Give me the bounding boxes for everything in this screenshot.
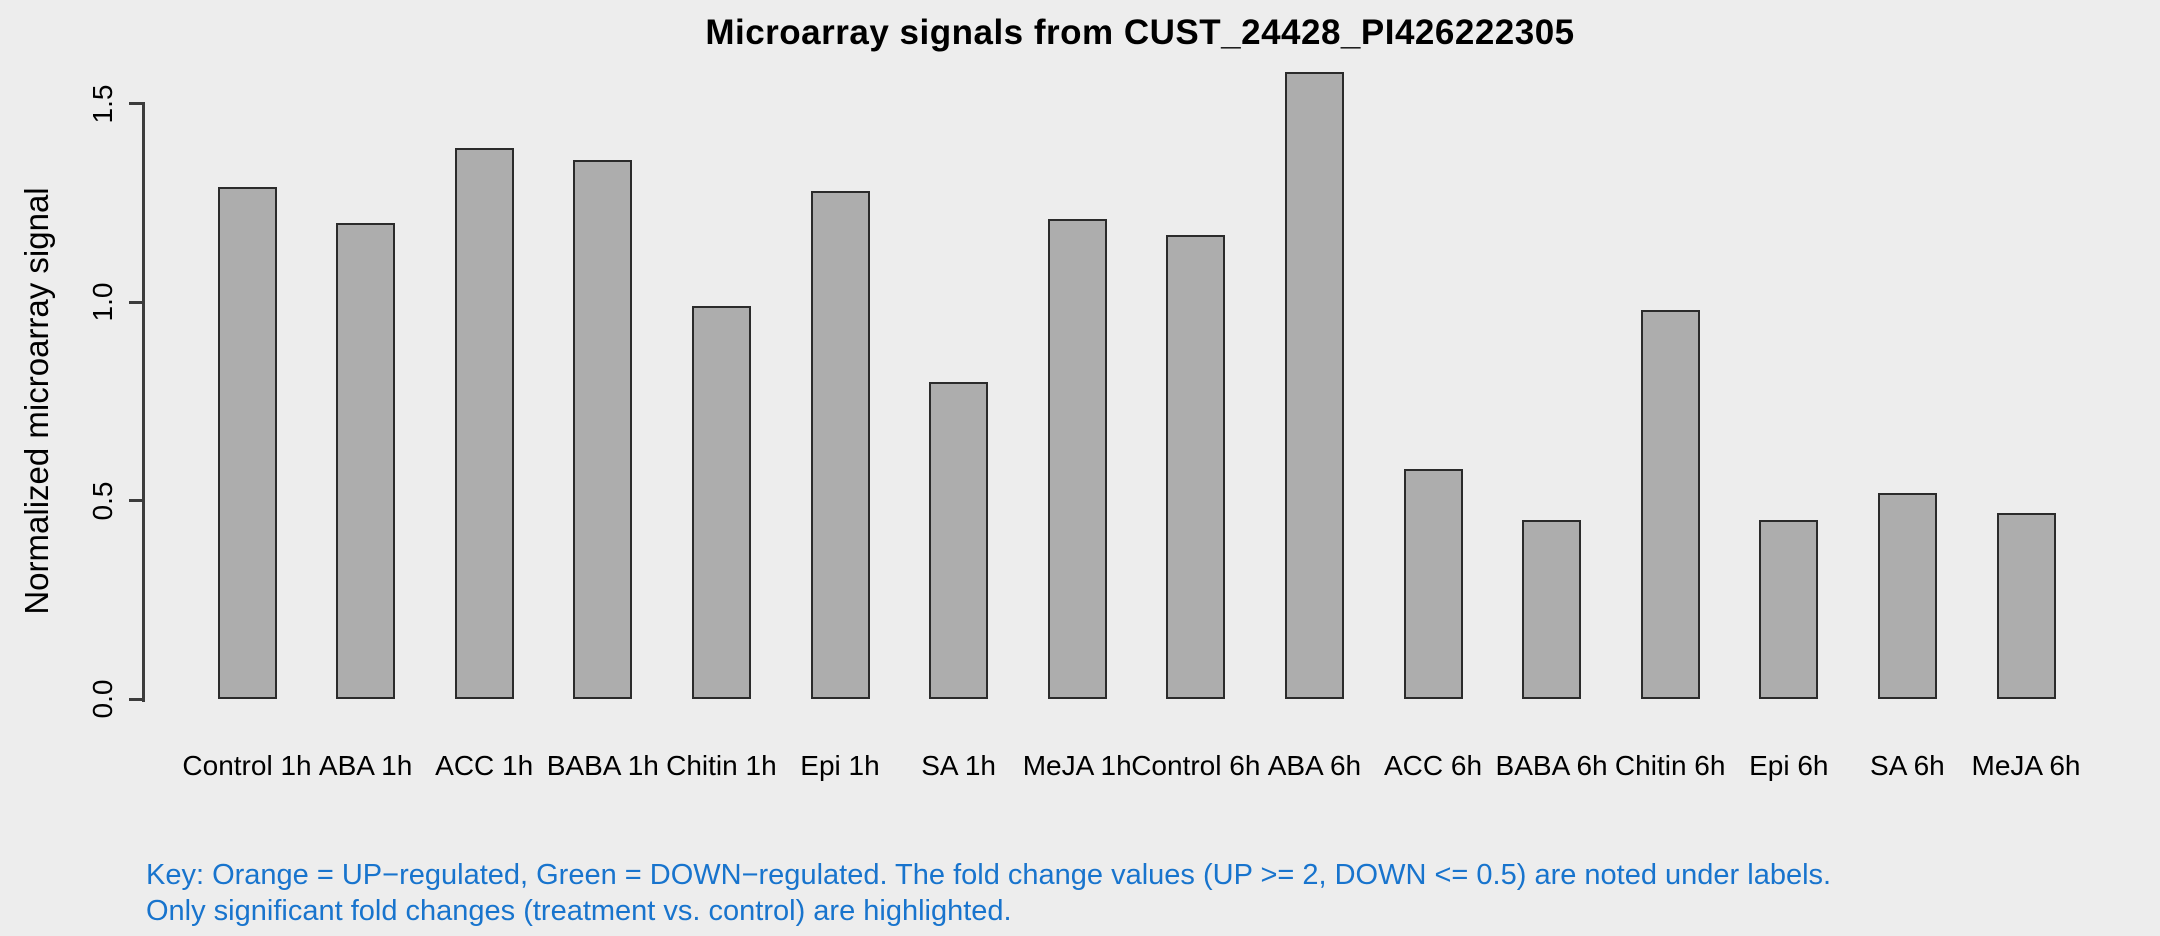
x-axis-label: ABA 1h (318, 750, 413, 781)
bar (1759, 520, 1819, 699)
y-tick-label: 1.5 (87, 84, 118, 124)
y-tick-mark (129, 499, 143, 503)
bar (691, 306, 751, 699)
bar (217, 187, 277, 699)
bar (1877, 492, 1937, 699)
x-axis-label: ACC 6h (1383, 750, 1483, 781)
x-axis-label: BABA 1h (546, 750, 659, 781)
x-axis-label: SA 1h (921, 750, 996, 781)
bar (929, 381, 989, 699)
y-tick-mark (129, 102, 143, 106)
bar (1640, 310, 1700, 699)
x-axis-label: Control 6h (1131, 750, 1261, 781)
bar (336, 222, 396, 699)
bar (1403, 468, 1463, 699)
x-axis-label: ABA 6h (1267, 750, 1362, 781)
y-axis-title: Normalized microarray signal (18, 187, 55, 615)
footer-key-line-1: Key: Orange = UP−regulated, Green = DOWN… (146, 859, 1832, 891)
y-tick-label: 1.0 (87, 282, 118, 322)
bar (1522, 520, 1582, 699)
bar (1996, 512, 2056, 699)
x-axis-label: Control 1h (182, 750, 312, 781)
x-axis-label: Epi 1h (800, 750, 880, 781)
x-axis-label: SA 6h (1870, 750, 1945, 781)
chart-title: Microarray signals from CUST_24428_PI426… (705, 13, 1575, 52)
bar (1284, 72, 1344, 699)
x-axis-label: MeJA 1h (1022, 750, 1132, 781)
y-axis-line (142, 102, 145, 702)
bar (1166, 234, 1226, 699)
x-axis-label: ACC 1h (435, 750, 534, 781)
bar (810, 191, 870, 699)
bar (573, 159, 633, 699)
x-axis-label: MeJA 6h (1971, 750, 2081, 781)
bar (1047, 219, 1107, 699)
x-axis-label: Epi 6h (1749, 750, 1829, 781)
y-tick-label: 0.5 (87, 481, 118, 521)
bar (454, 147, 514, 699)
y-tick-mark (129, 300, 143, 304)
x-axis-label: BABA 6h (1495, 750, 1608, 781)
y-tick-mark (129, 697, 143, 701)
x-axis-label: Chitin 1h (666, 750, 777, 781)
footer-key-line-2: Only significant fold changes (treatment… (146, 895, 1012, 927)
y-tick-label: 0.0 (87, 679, 118, 719)
x-axis-label: Chitin 6h (1614, 750, 1726, 781)
